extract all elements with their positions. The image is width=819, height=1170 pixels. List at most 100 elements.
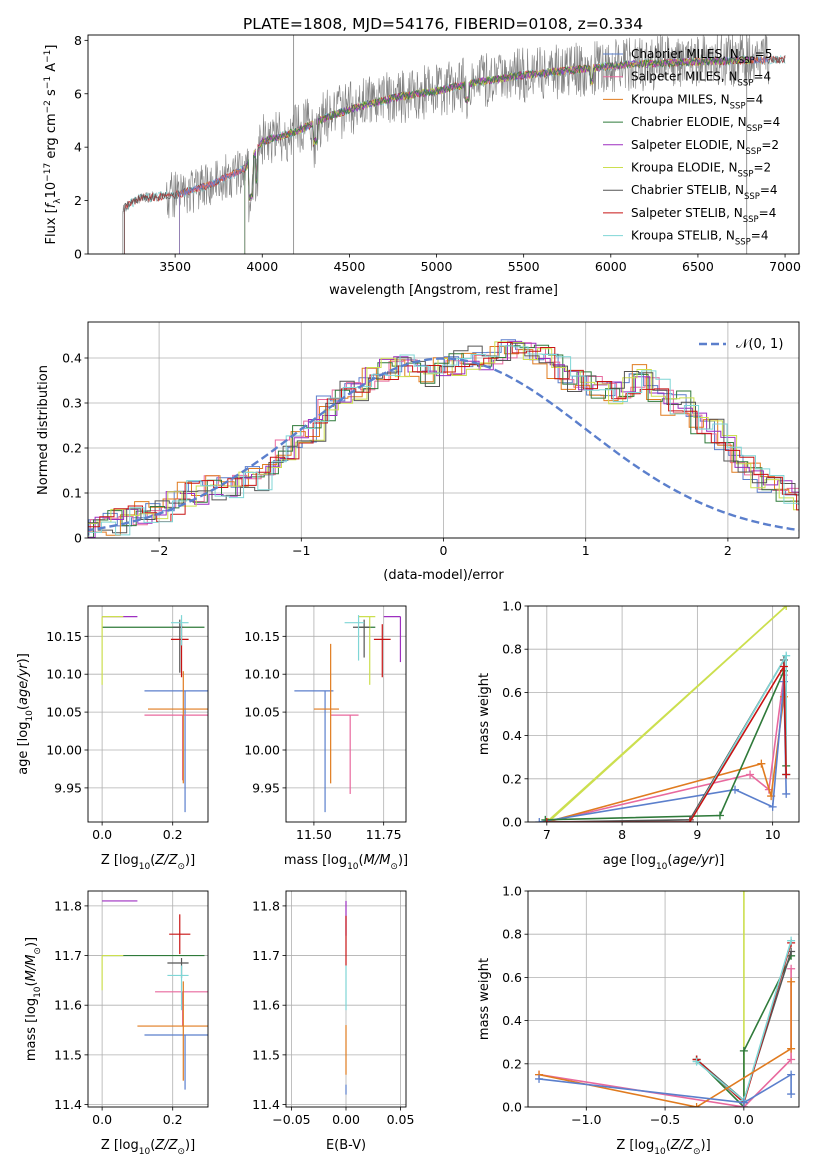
label-part: Z [log [616,1138,654,1153]
label-part: ⊙ [33,947,43,955]
legend-entry: Kroupa ELODIE, NSSP=2 [631,161,771,180]
label-part: −17 [43,163,53,182]
y-tick-label: 11.6 [252,998,280,1013]
y-tick-label: 0.2 [502,1056,522,1071]
weight-line-chabrier_miles [538,1073,792,1104]
y-tick-label: 0.8 [502,642,522,657]
y-tick-label: 0.2 [62,441,82,456]
legend-entry: 𝒩(0, 1) [736,337,783,352]
legend-sub: SSP [738,79,754,89]
y-tick-label: 1.0 [502,599,522,614]
histogram-chabrier_stelib [88,342,799,534]
x-tick-label: 0.0 [92,1112,112,1127]
y-tick-label: 0.4 [502,1013,522,1028]
label-part: ( [666,1138,671,1153]
y-tick-label: 2 [74,193,82,208]
weight-marker-chabrier_miles [787,1070,796,1079]
weight-marker-salpeter_stelib [542,818,551,822]
y-tick-label: 0.4 [62,351,82,366]
weight-marker-chabrier_miles [535,818,544,822]
x-tick-label: 7 [543,827,551,842]
x-axis-label: Z [log10(Z/Z⊙)] [101,853,195,872]
axes-frame [527,890,800,1108]
x-axis-label: Z [log10(Z/Z⊙)] [101,1138,195,1157]
weight-line-salpeter_stelib [546,663,787,822]
y-tick-label: 0.6 [502,970,522,985]
weight-marker-kroupa_miles [787,1044,796,1053]
label-part: ( [24,981,39,986]
legend-sub: SSP [747,124,763,134]
x-tick-label: −1 [292,543,310,558]
label-part: Flux [ [44,208,59,244]
label-part: age [log [16,722,31,775]
spectrum-lines [122,35,786,254]
y-tick-label: 10.10 [46,667,82,682]
weight-lines [535,891,796,1107]
legend-label: Salpeter ELODIE, N [631,138,745,152]
weight-line-chabrier_miles [539,681,787,822]
y-tick-label: 11.4 [54,1097,82,1112]
y-axis-label: age [log10(age/yr)] [16,653,35,775]
y-axis-label: mass weight [477,958,492,1040]
y-tick-label: 0.6 [502,685,522,700]
label-part: ( [359,853,364,868]
x-axis-label: age [log10(age/yr)] [603,853,725,872]
x-tick-label: −1.0 [571,1112,601,1127]
weight-marker-chabrier_miles [787,1090,796,1099]
y-tick-label: 0.0 [502,815,522,830]
weight-lines [535,606,791,822]
weight-marker-chabrier_miles [782,789,791,798]
y-tick-label: 0.4 [502,728,522,743]
y-tick-label: 11.6 [54,998,82,1013]
x-tick-label: 0.2 [163,827,183,842]
weight-line-chabrier_elodie [545,670,787,821]
axes-frame [87,890,209,1108]
x-tick-label: 6500 [682,259,714,274]
label-part: ( [150,853,155,868]
y-tick-label: 0.8 [502,927,522,942]
weight-marker-kroupa_miles [692,1103,701,1107]
legend-sub: SSP [735,238,751,248]
figure-title: PLATE=1808, MJD=54176, FIBERID=0108, z=0… [243,15,643,33]
y-tick-label: 4 [74,140,82,155]
weight-vs-age-panel: 7 8 9 10 0.0 0.2 0.4 0.6 0.8 1.0 mass weight age [l… [477,599,800,872]
label-part: )] [714,853,724,868]
legend-tail: =5 [755,47,773,61]
legend-tail: =4 [751,229,769,243]
x-tick-label: 0.2 [163,1112,183,1127]
label-part: −1 [43,50,53,63]
weight-line-kroupa_elodie [547,606,787,822]
weight-marker-salpeter_miles [787,964,796,973]
y-tick-label: 11.5 [252,1047,280,1062]
y-tick-label: 0.1 [62,486,82,501]
y-tick-label: 0 [74,247,82,262]
weight-marker-salpeter_stelib [779,662,788,671]
y-tick-label: 9.95 [54,780,82,795]
label-part: Z/Z [154,1138,178,1153]
model-line-kroupa_miles [179,55,768,254]
legend-label: Chabrier STELIB, N [631,183,744,197]
y-tick-label: 8 [74,33,82,48]
legend-entry: Kroupa MILES, NSSP=4 [631,92,763,111]
x-tick-label: 9 [693,827,701,842]
weight-marker-salpeter_miles [746,770,755,779]
y-tick-label: 11.7 [54,948,82,963]
weight-line-chabrier_elodie [696,955,792,1107]
weight-line-salpeter_miles [546,674,785,822]
y-tick-label: 9.95 [252,780,280,795]
x-tick-label: 2 [724,543,732,558]
y-tick-label: 0 [74,531,82,546]
normal-curve-line [88,357,799,532]
label-part: ] [44,45,59,50]
axes-frame [87,321,800,539]
label-part: 10 [656,862,668,872]
y-tick-label: 6 [74,86,82,101]
legend-entry: Kroupa STELIB, NSSP=4 [631,229,769,248]
histograms [88,339,799,538]
x-tick-label: 4000 [246,259,278,274]
x-tick-label: 7000 [769,259,801,274]
weight-marker-kroupa_stelib [692,1057,701,1066]
x-tick-label: −0.05 [272,1112,310,1127]
y-tick-label: 11.7 [252,948,280,963]
